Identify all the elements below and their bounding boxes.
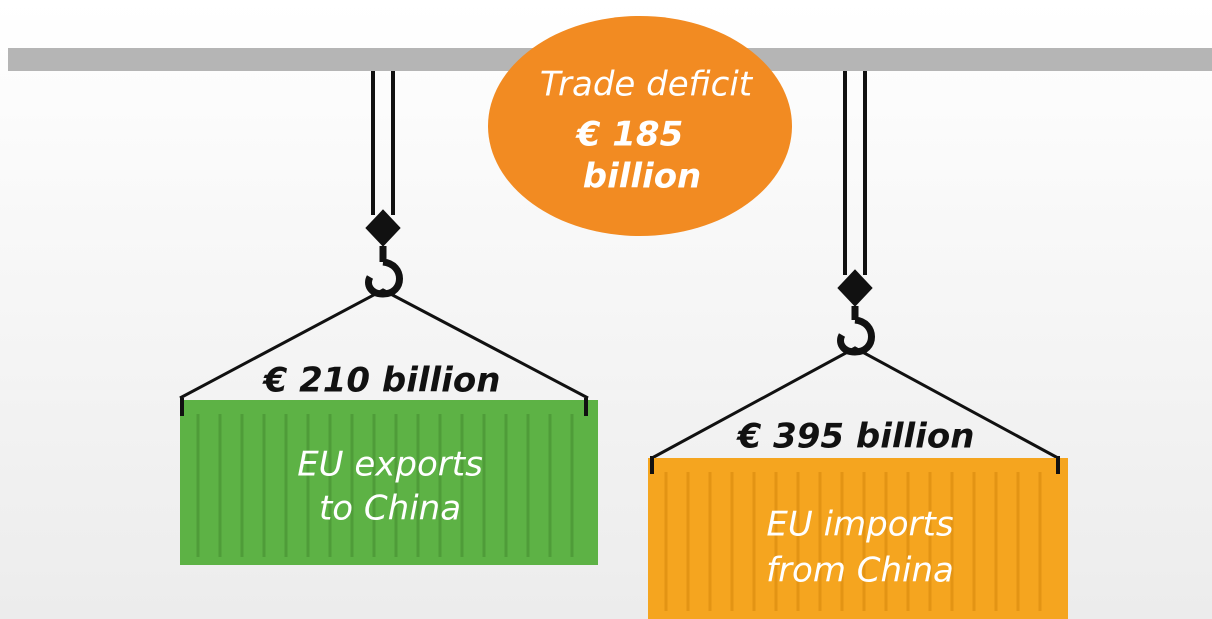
export-label: to China xyxy=(319,489,461,529)
export-label: EU exports xyxy=(297,445,483,485)
infographic: € 210 billion EU exports to China € 395 … xyxy=(0,0,1212,619)
import-label: from China xyxy=(766,551,954,591)
import-label: EU imports xyxy=(766,505,953,545)
deficit-amount: € 185 xyxy=(575,115,683,155)
deficit-amount: billion xyxy=(583,157,702,197)
deficit-label: Trade deficit xyxy=(540,65,754,105)
import-amount: € 395 billion xyxy=(736,417,975,457)
export-amount: € 210 billion xyxy=(262,361,501,401)
